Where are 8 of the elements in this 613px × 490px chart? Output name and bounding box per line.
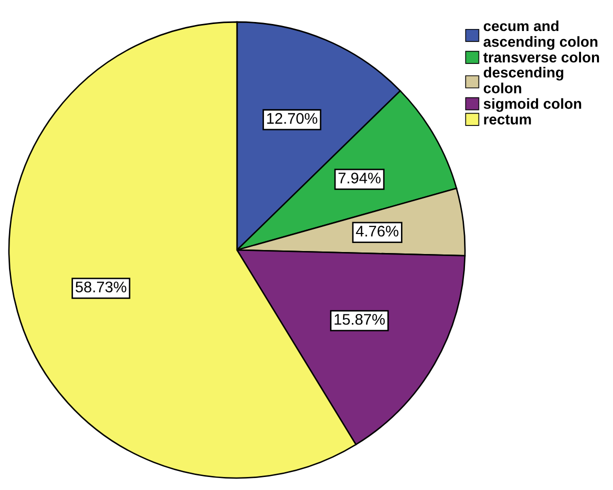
data-label: 7.94% <box>338 172 381 184</box>
legend-label: transverse colon <box>483 52 599 63</box>
data-label: 4.76% <box>356 226 398 237</box>
data-label: 15.87% <box>334 314 385 325</box>
data-label: 12.70% <box>267 113 318 124</box>
data-label: 58.73% <box>76 282 126 292</box>
legend-label: rectum <box>484 114 531 125</box>
legend-label: sigmoid colon <box>484 98 582 112</box>
